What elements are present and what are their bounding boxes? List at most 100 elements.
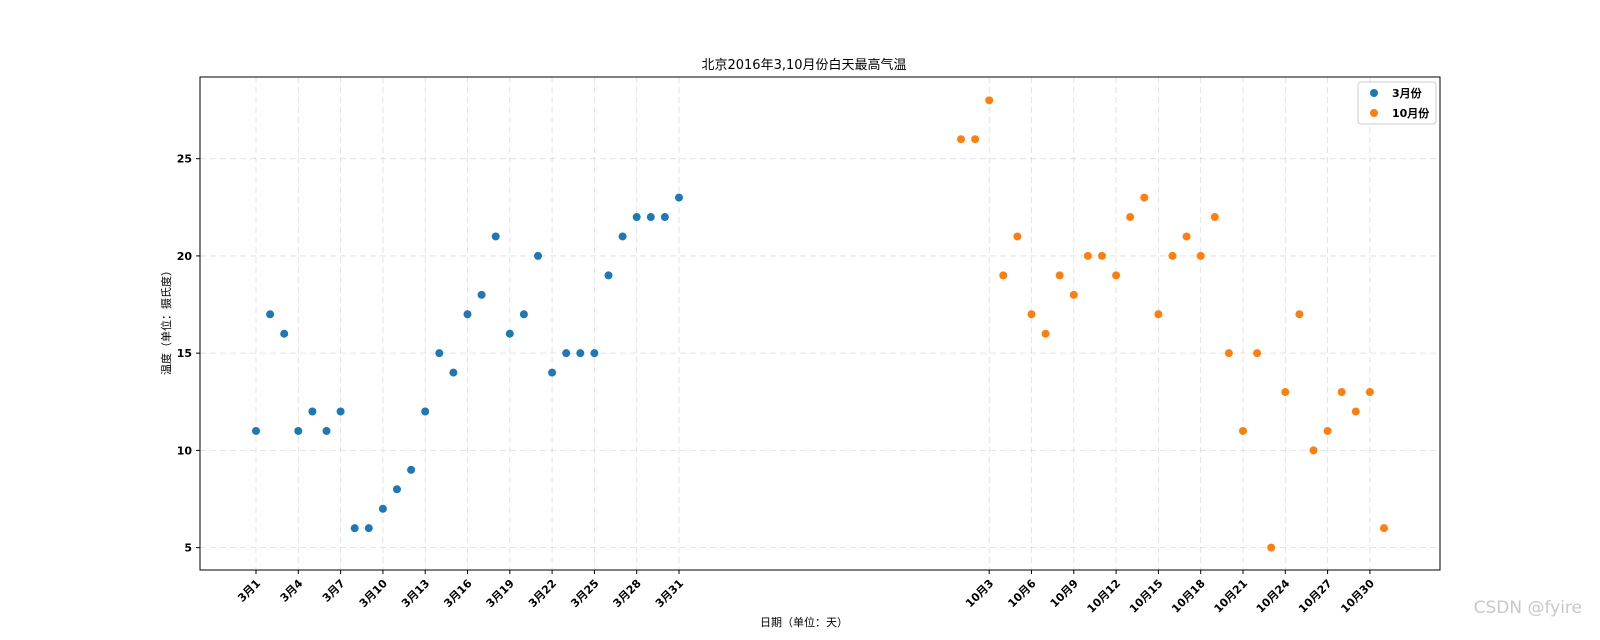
data-point — [1337, 388, 1346, 397]
data-point — [1309, 446, 1318, 455]
data-point — [463, 310, 472, 319]
data-point — [1253, 349, 1262, 358]
x-tick-label: 3月16 — [441, 577, 474, 610]
data-point — [1281, 388, 1290, 397]
data-point — [505, 329, 514, 338]
data-point — [1168, 251, 1177, 260]
data-point — [477, 290, 486, 299]
x-tick-label: 10月18 — [1169, 577, 1208, 616]
data-point — [1154, 310, 1163, 319]
x-tick-label: 10月9 — [1048, 577, 1081, 610]
data-point — [985, 96, 994, 105]
x-tick-label: 10月27 — [1296, 577, 1335, 616]
x-tick-label: 10月24 — [1254, 577, 1293, 616]
data-point — [491, 232, 500, 241]
watermark: CSDN @fyire — [1473, 598, 1582, 618]
x-tick-label: 10月6 — [1005, 577, 1038, 610]
y-tick-label: 15 — [177, 347, 192, 360]
data-point — [280, 329, 289, 338]
data-point — [1140, 193, 1149, 202]
data-points — [252, 96, 1388, 552]
x-axis: 3月1 3月4 3月7 3月10 3月13 3月16 3月19 3月22 3月25 3月28 3月3… — [235, 570, 1377, 616]
y-tick-label: 25 — [177, 153, 192, 166]
data-point — [435, 349, 444, 358]
data-point — [548, 368, 557, 377]
grid-lines — [200, 77, 1440, 570]
data-point — [336, 407, 345, 416]
x-tick-label: 3月22 — [526, 577, 559, 610]
data-point — [1196, 251, 1205, 260]
data-point — [407, 465, 416, 474]
x-tick-label: 10月15 — [1127, 577, 1166, 616]
data-point — [1365, 388, 1374, 397]
y-tick-label: 10 — [177, 444, 193, 457]
data-point — [1112, 271, 1121, 280]
data-point — [1069, 290, 1078, 299]
data-point — [350, 524, 359, 533]
data-point — [322, 426, 331, 435]
x-tick-label: 10月30 — [1338, 577, 1377, 616]
data-point — [590, 349, 599, 358]
data-point — [1224, 349, 1233, 358]
data-point — [660, 213, 669, 222]
data-point — [1267, 543, 1276, 552]
data-point — [1323, 426, 1332, 435]
legend-label-october: 10月份 — [1392, 106, 1430, 120]
data-point — [971, 135, 980, 144]
x-tick-label: 3月19 — [484, 577, 517, 610]
data-point — [957, 135, 965, 144]
legend: 3月份 10月份 — [1357, 81, 1437, 125]
data-point — [393, 485, 401, 494]
data-point — [1351, 407, 1360, 416]
data-point — [1083, 251, 1092, 260]
data-point — [1041, 329, 1050, 338]
data-point — [449, 368, 458, 377]
data-point — [576, 349, 585, 358]
x-tick-label: 3月31 — [653, 577, 686, 610]
legend-label-march: 3月份 — [1392, 86, 1423, 100]
data-point — [675, 193, 683, 202]
data-point — [519, 310, 528, 319]
data-point — [1380, 524, 1388, 533]
chart-title: 北京2016年3,10月份白天最高气温 — [701, 57, 906, 73]
x-tick-label: 3月4 — [278, 577, 306, 605]
x-tick-label: 10月12 — [1085, 577, 1124, 616]
x-tick-label: 3月28 — [611, 577, 644, 610]
data-point — [1210, 213, 1219, 222]
data-point — [604, 271, 613, 280]
x-tick-label: 3月1 — [235, 577, 263, 605]
data-point — [618, 232, 627, 241]
x-tick-label: 10月21 — [1211, 577, 1250, 616]
data-point — [294, 426, 303, 435]
data-point — [646, 213, 655, 222]
y-axis: 5 10 15 20 25 — [177, 153, 200, 555]
legend-marker-march — [1370, 89, 1378, 97]
data-point — [562, 349, 571, 358]
data-point — [252, 426, 260, 435]
x-tick-label: 3月7 — [320, 577, 348, 605]
y-axis-label: 温度（单位：摄氏度） — [159, 265, 173, 375]
x-tick-label: 3月13 — [399, 577, 432, 610]
data-point — [1027, 310, 1036, 319]
data-point — [1239, 426, 1247, 435]
x-tick-label: 3月25 — [568, 577, 601, 610]
x-tick-label: 10月3 — [963, 577, 996, 610]
data-point — [378, 504, 387, 513]
x-tick-label: 3月10 — [357, 577, 390, 610]
plot-area — [199, 76, 1441, 571]
data-point — [266, 310, 275, 319]
data-point — [364, 524, 373, 533]
data-point — [1098, 251, 1106, 260]
y-tick-label: 20 — [177, 250, 193, 263]
data-point — [1013, 232, 1022, 241]
legend-marker-october — [1370, 109, 1378, 117]
data-point — [308, 407, 317, 416]
y-tick-label: 5 — [184, 542, 192, 555]
data-point — [1055, 271, 1064, 280]
data-point — [1295, 310, 1304, 319]
data-point — [632, 213, 641, 222]
data-point — [1182, 232, 1191, 241]
data-point — [421, 407, 430, 416]
x-axis-label: 日期（单位：天） — [760, 615, 848, 629]
